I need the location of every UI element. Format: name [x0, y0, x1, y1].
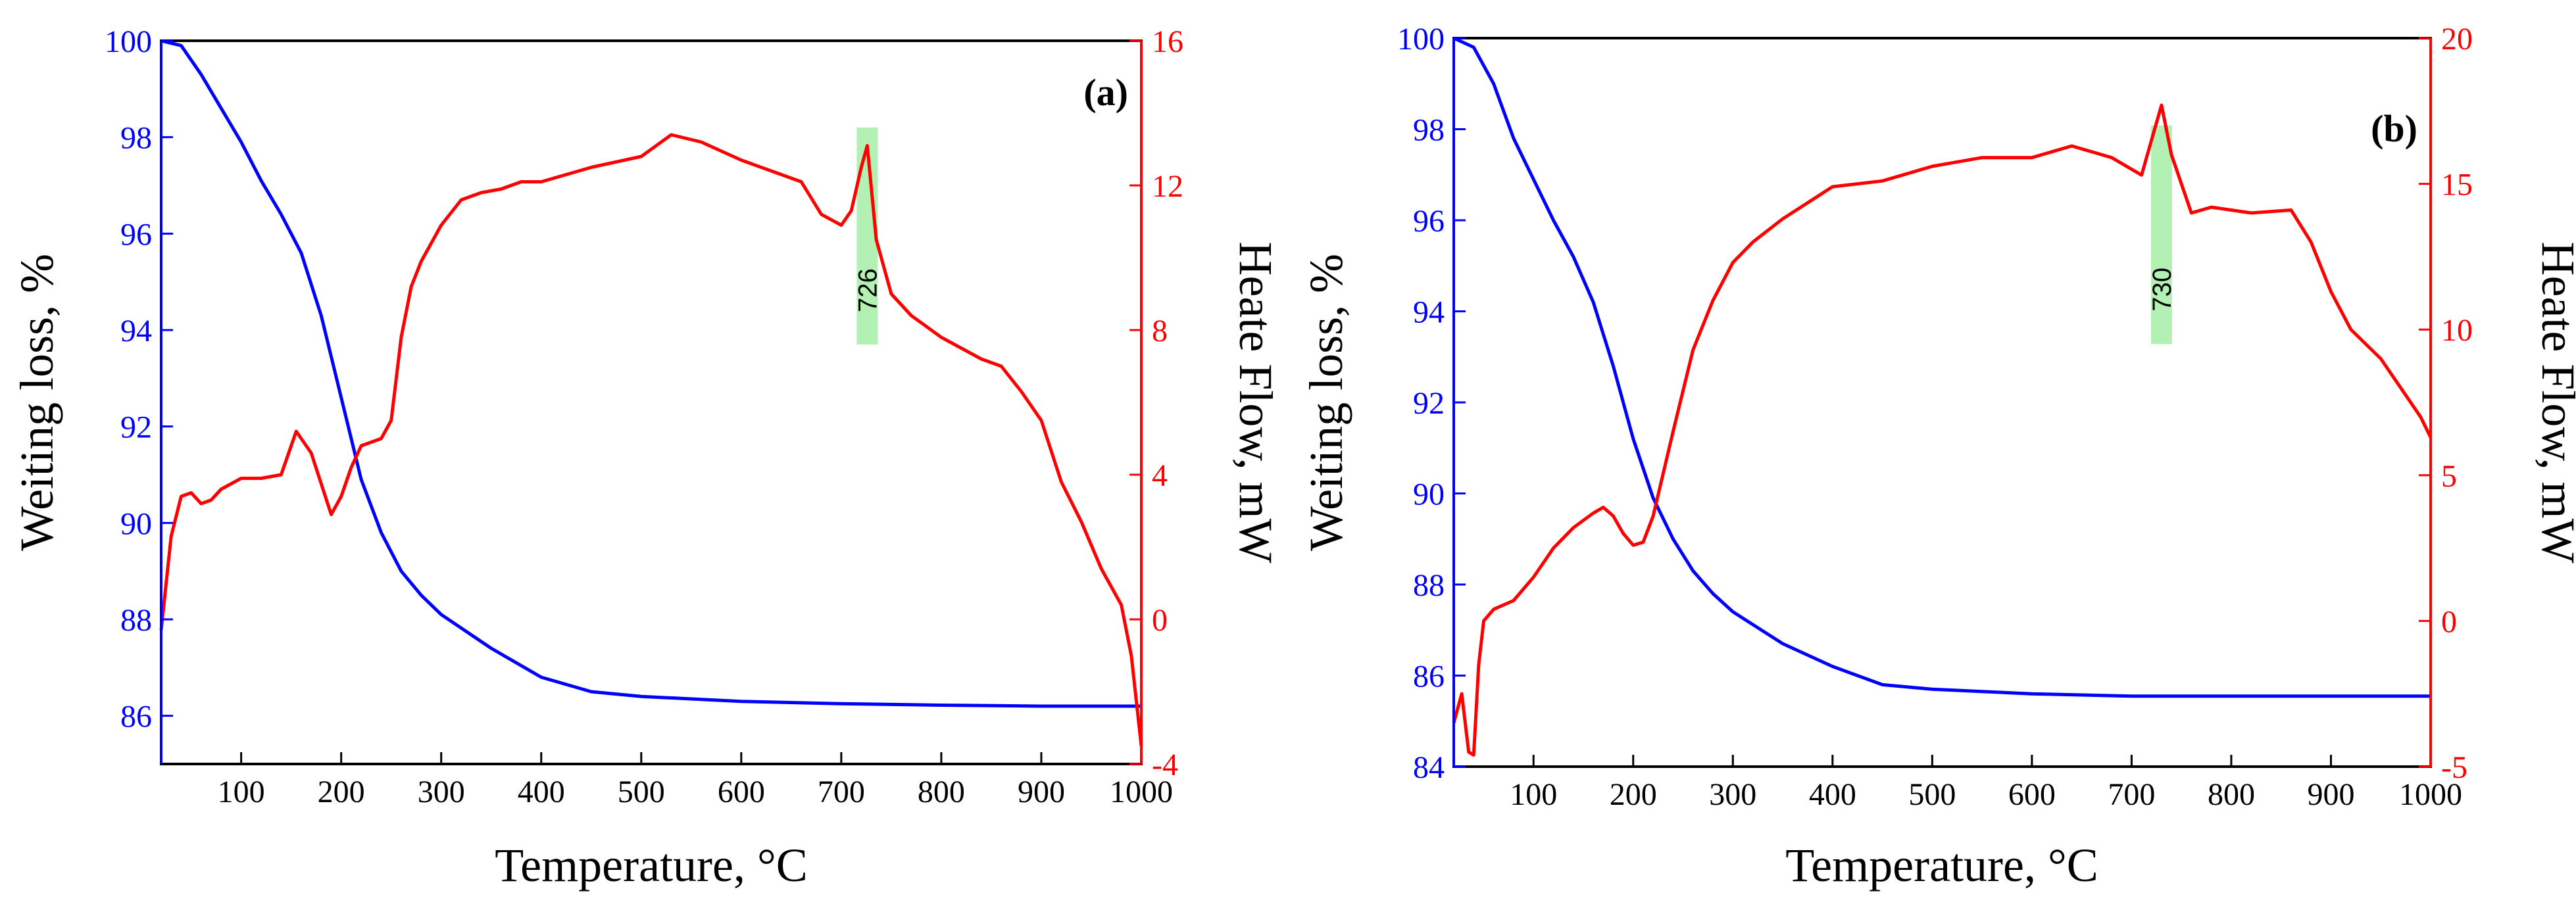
y-right-tick-label: 20	[2441, 22, 2473, 57]
y-right-tick-label: 10	[2441, 313, 2473, 348]
y-right-tick-label: -5	[2441, 750, 2467, 785]
x-tick-label: 300	[418, 775, 465, 809]
peak-highlight-band	[2150, 125, 2172, 345]
y-left-tick-label: 100	[105, 24, 152, 59]
x-tick-label: 700	[818, 775, 865, 809]
x-axis-title: Temperature, °C	[495, 839, 808, 892]
y-left-tick-label: 84	[1413, 750, 1445, 785]
y-left-tick-label: 88	[1413, 568, 1445, 603]
y-axis-left-title: Weiting loss, %	[1300, 254, 1352, 551]
plot-frame	[1452, 37, 2432, 768]
y-right-tick-label: 16	[1152, 24, 1183, 59]
x-tick-label: 700	[2108, 777, 2155, 812]
panel-label: (a)	[1083, 71, 1128, 114]
x-tick-label: 300	[1709, 777, 1756, 812]
x-axis-title: Temperature, °C	[1785, 839, 2098, 892]
y-right-tick-label: 8	[1152, 314, 1168, 348]
y-left-tick-label: 94	[120, 314, 152, 348]
x-tick-label: 500	[1908, 777, 1956, 812]
x-tick-label: 100	[218, 775, 265, 809]
y-left-tick-label: 90	[1413, 477, 1445, 512]
x-tick-label: 100	[1510, 777, 1557, 812]
weight-loss-curve	[1452, 36, 2431, 698]
y-right-tick-label: -4	[1152, 748, 1178, 782]
heat-flow-curve	[159, 133, 1143, 746]
x-tick-label: 200	[1610, 777, 1657, 812]
y-left-tick-label: 86	[1413, 659, 1445, 694]
chart-panel-b: 730 100 200 300 400 500 600 700 800 900 100084868…	[1300, 22, 2576, 892]
y-left-tick-label: 98	[120, 121, 152, 156]
weight-loss-curve	[161, 39, 1141, 708]
x-tick-label: 500	[618, 775, 665, 809]
y-left-tick-label: 94	[1413, 295, 1445, 330]
y-axis-left-title: Weiting loss, %	[11, 254, 63, 551]
y-right-tick-label: 0	[2441, 604, 2457, 639]
y-left-tick-label: 96	[1413, 204, 1445, 239]
y-left-tick-label: 96	[120, 217, 152, 252]
x-tick-label: 400	[1809, 777, 1856, 812]
x-tick-label: 1000	[2399, 777, 2462, 812]
y-right-tick-label: 4	[1152, 458, 1168, 493]
y-left-tick-label: 98	[1413, 113, 1445, 148]
panel-label: (b)	[2371, 107, 2417, 150]
y-left-tick-label: 100	[1397, 22, 1445, 57]
y-right-tick-label: 0	[1152, 603, 1168, 638]
y-left-tick-label: 86	[120, 700, 152, 734]
x-tick-label: 900	[2307, 777, 2354, 812]
x-tick-label: 600	[2008, 777, 2056, 812]
x-tick-label: 400	[518, 775, 565, 809]
heat-flow-curve	[1452, 103, 2433, 757]
y-axis-right-title: Heate Flow, mW	[1229, 241, 1282, 563]
peak-label: 730	[2148, 268, 2177, 312]
y-left-tick-label: 92	[120, 410, 152, 445]
y-right-tick-label: 15	[2441, 168, 2473, 203]
x-tick-label: 900	[1018, 775, 1065, 809]
x-tick-label: 1000	[1110, 775, 1173, 809]
x-tick-label: 200	[318, 775, 365, 809]
y-right-tick-label: 12	[1152, 169, 1183, 204]
y-left-tick-label: 92	[1413, 386, 1445, 421]
peak-label: 726	[853, 268, 882, 312]
x-tick-label: 800	[918, 775, 965, 809]
x-tick-label: 800	[2208, 777, 2255, 812]
y-left-tick-label: 90	[120, 506, 152, 541]
y-left-tick-label: 88	[120, 603, 152, 638]
chart-panel-a: 726 100 200 300 400 500 600 700 800 900 100086889…	[11, 24, 1282, 892]
x-tick-label: 600	[718, 775, 765, 809]
y-right-tick-label: 5	[2441, 459, 2457, 494]
y-axis-right-title: Heate Flow, mW	[2532, 241, 2576, 563]
